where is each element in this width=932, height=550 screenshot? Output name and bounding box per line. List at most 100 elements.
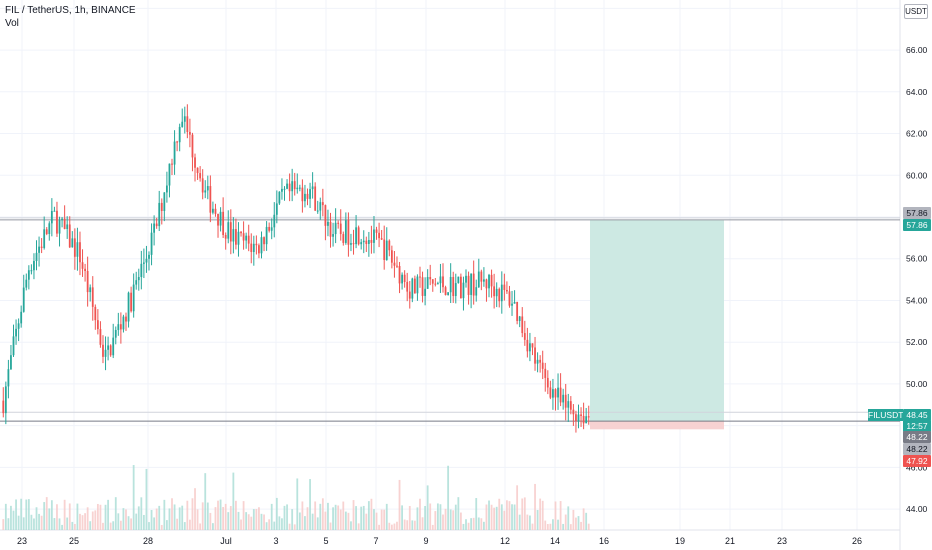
candle-body — [393, 262, 396, 266]
candle-body — [518, 316, 521, 321]
volume-bar — [135, 513, 138, 530]
time-axis-label: 19 — [675, 536, 685, 546]
volume-bar — [352, 500, 355, 530]
volume-bar — [390, 524, 393, 530]
volume-bar — [81, 515, 84, 530]
volume-bar — [582, 508, 585, 530]
volume-bar — [91, 511, 94, 530]
candle-body — [383, 239, 386, 260]
candle-body — [91, 287, 94, 307]
volume-bar — [526, 514, 529, 530]
volume-bar — [89, 521, 92, 530]
volume-bar — [204, 473, 207, 530]
price-axis-tick: 52.00 — [906, 337, 928, 347]
candle-body — [488, 274, 490, 289]
candle-body — [96, 320, 99, 330]
volume-bar — [229, 506, 232, 530]
symbol-tag: FILUSDT — [868, 409, 904, 421]
candle-body — [296, 187, 299, 190]
volume-bar — [398, 479, 401, 530]
volume-bar — [252, 509, 255, 530]
candle-body — [40, 246, 43, 248]
volume-bar — [186, 500, 189, 530]
volume-bar — [35, 507, 38, 530]
volume-bar — [452, 510, 455, 530]
volume-bar — [475, 498, 478, 530]
candle-body — [27, 270, 30, 280]
candle-body — [252, 243, 255, 253]
volume-bar — [237, 511, 240, 530]
candle-body — [132, 284, 135, 312]
candle-body — [247, 235, 250, 244]
volume-bar — [508, 501, 511, 530]
volume-bar — [278, 516, 281, 530]
volume-bar — [483, 521, 485, 530]
volume-bar — [480, 518, 483, 530]
bar-countdown-label: 12:57 — [903, 420, 931, 432]
candle-body — [498, 288, 501, 302]
volume-bar — [25, 499, 28, 530]
candle-body — [572, 409, 575, 415]
symbol-title[interactable]: FIL / TetherUS, 1h, BINANCE — [5, 5, 136, 16]
volume-bar — [416, 507, 419, 530]
volume-bar — [357, 523, 360, 530]
volume-bar — [296, 478, 299, 530]
volume-bar — [222, 507, 225, 530]
candle-body — [375, 229, 378, 233]
currency-unit-button[interactable]: USDT — [904, 4, 928, 19]
volume-bar — [125, 509, 127, 530]
volume-bar — [224, 503, 227, 530]
candle-body — [546, 377, 549, 388]
volume-bar — [569, 524, 572, 530]
candle-body — [390, 250, 393, 263]
candle-body — [68, 224, 71, 248]
price-axis-tick: 66.00 — [906, 45, 928, 55]
volume-bar — [334, 504, 337, 530]
candle-body — [426, 277, 429, 289]
candle-body — [155, 223, 158, 227]
candle-body — [15, 328, 17, 337]
volume-bar — [263, 514, 265, 530]
candle-body — [158, 202, 161, 227]
volume-indicator-label[interactable]: Vol — [5, 18, 19, 29]
time-axis-label: 21 — [725, 536, 735, 546]
candle-body — [557, 387, 559, 398]
volume-bar — [562, 523, 565, 530]
candle-body — [240, 231, 242, 234]
candle-body — [521, 316, 524, 334]
candle-body — [135, 280, 138, 285]
volume-bar — [490, 504, 493, 530]
volume-bar — [367, 501, 370, 530]
volume-bar — [378, 524, 380, 530]
volume-bar — [189, 519, 191, 530]
volume-bar — [30, 514, 33, 530]
candle-body — [102, 344, 104, 357]
volume-bar — [449, 509, 452, 530]
volume-bar — [196, 509, 199, 530]
candle-body — [324, 205, 327, 226]
volume-bar — [541, 500, 544, 530]
candle-body — [127, 292, 130, 322]
volume-bar — [283, 505, 286, 530]
volume-bar — [194, 488, 196, 530]
candle-body — [114, 330, 117, 338]
volume-bar — [99, 504, 102, 530]
volume-bar — [148, 522, 150, 530]
price-axis-tick: 64.00 — [906, 87, 928, 97]
volume-bar — [304, 516, 306, 530]
candle-body — [45, 229, 48, 234]
candle-body — [117, 324, 120, 331]
candle-body — [222, 211, 225, 235]
volume-bar — [467, 522, 470, 530]
candle-body — [539, 359, 542, 363]
volume-bar — [273, 521, 276, 530]
volume-bar — [66, 517, 69, 530]
volume-bar — [235, 500, 237, 530]
volume-bar — [102, 522, 104, 530]
volume-bar — [477, 517, 480, 530]
candle-body — [273, 214, 276, 228]
candle-body — [148, 254, 150, 259]
candle-body — [401, 274, 403, 284]
